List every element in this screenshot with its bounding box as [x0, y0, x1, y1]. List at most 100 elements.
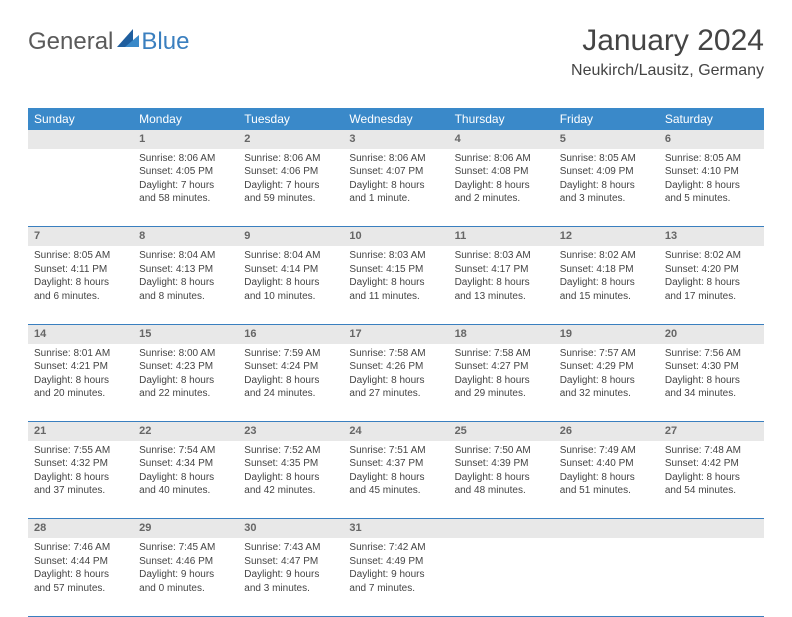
sunrise-text: Sunrise: 8:05 AM: [665, 152, 758, 166]
daylight-text: and 6 minutes.: [34, 290, 127, 304]
sunset-text: Sunset: 4:10 PM: [665, 165, 758, 179]
daylight-text: and 13 minutes.: [455, 290, 548, 304]
logo-text-general: General: [28, 28, 113, 56]
daylight-text: Daylight: 8 hours: [665, 374, 758, 388]
day-number: 27: [659, 422, 764, 441]
sunset-text: Sunset: 4:35 PM: [244, 457, 337, 471]
sunset-text: Sunset: 4:47 PM: [244, 555, 337, 569]
daylight-text: and 15 minutes.: [560, 290, 653, 304]
logo: General Blue: [28, 28, 189, 56]
week-number-row: 21222324252627: [28, 422, 764, 441]
daylight-text: and 57 minutes.: [34, 582, 127, 596]
week-number-row: 78910111213: [28, 227, 764, 246]
daylight-text: and 11 minutes.: [349, 290, 442, 304]
daylight-text: and 20 minutes.: [34, 387, 127, 401]
header: January 2024 Neukirch/Lausitz, Germany: [571, 24, 764, 80]
sunset-text: Sunset: 4:05 PM: [139, 165, 232, 179]
sunset-text: Sunset: 4:27 PM: [455, 360, 548, 374]
calendar-table: Sunday Monday Tuesday Wednesday Thursday…: [28, 108, 764, 617]
day-cell: Sunrise: 8:01 AMSunset: 4:21 PMDaylight:…: [28, 344, 133, 422]
day-cell: Sunrise: 8:03 AMSunset: 4:15 PMDaylight:…: [343, 246, 448, 324]
sunrise-text: Sunrise: 7:45 AM: [139, 541, 232, 555]
sunset-text: Sunset: 4:24 PM: [244, 360, 337, 374]
day-number: 20: [659, 324, 764, 343]
day-header-row: Sunday Monday Tuesday Wednesday Thursday…: [28, 108, 764, 130]
day-number: 12: [554, 227, 659, 246]
daylight-text: Daylight: 8 hours: [244, 471, 337, 485]
daylight-text: Daylight: 8 hours: [349, 179, 442, 193]
day-number: 19: [554, 324, 659, 343]
location-label: Neukirch/Lausitz, Germany: [571, 62, 764, 80]
day-cell: Sunrise: 7:56 AMSunset: 4:30 PMDaylight:…: [659, 344, 764, 422]
day-cell: Sunrise: 7:58 AMSunset: 4:27 PMDaylight:…: [449, 344, 554, 422]
day-cell: Sunrise: 7:59 AMSunset: 4:24 PMDaylight:…: [238, 344, 343, 422]
sunset-text: Sunset: 4:08 PM: [455, 165, 548, 179]
daylight-text: Daylight: 8 hours: [665, 179, 758, 193]
sunset-text: Sunset: 4:37 PM: [349, 457, 442, 471]
sunrise-text: Sunrise: 7:57 AM: [560, 347, 653, 361]
sunrise-text: Sunrise: 8:06 AM: [455, 152, 548, 166]
sunset-text: Sunset: 4:40 PM: [560, 457, 653, 471]
day-header: Friday: [554, 108, 659, 130]
daylight-text: and 34 minutes.: [665, 387, 758, 401]
daylight-text: Daylight: 8 hours: [455, 374, 548, 388]
day-header: Wednesday: [343, 108, 448, 130]
daylight-text: Daylight: 8 hours: [139, 374, 232, 388]
sunset-text: Sunset: 4:17 PM: [455, 263, 548, 277]
day-header: Sunday: [28, 108, 133, 130]
day-cell: Sunrise: 8:03 AMSunset: 4:17 PMDaylight:…: [449, 246, 554, 324]
week-content-row: Sunrise: 8:01 AMSunset: 4:21 PMDaylight:…: [28, 344, 764, 422]
daylight-text: and 32 minutes.: [560, 387, 653, 401]
sunrise-text: Sunrise: 7:51 AM: [349, 444, 442, 458]
day-cell: Sunrise: 8:04 AMSunset: 4:13 PMDaylight:…: [133, 246, 238, 324]
daylight-text: and 37 minutes.: [34, 484, 127, 498]
sunset-text: Sunset: 4:34 PM: [139, 457, 232, 471]
daylight-text: Daylight: 8 hours: [560, 374, 653, 388]
day-cell: Sunrise: 7:50 AMSunset: 4:39 PMDaylight:…: [449, 441, 554, 519]
daylight-text: Daylight: 8 hours: [34, 471, 127, 485]
daylight-text: and 10 minutes.: [244, 290, 337, 304]
day-cell: Sunrise: 7:48 AMSunset: 4:42 PMDaylight:…: [659, 441, 764, 519]
daylight-text: and 3 minutes.: [244, 582, 337, 596]
sunset-text: Sunset: 4:49 PM: [349, 555, 442, 569]
sunrise-text: Sunrise: 7:58 AM: [349, 347, 442, 361]
day-number: 9: [238, 227, 343, 246]
page-title: January 2024: [571, 24, 764, 58]
day-number: 2: [238, 130, 343, 149]
day-number: 17: [343, 324, 448, 343]
day-number: 26: [554, 422, 659, 441]
day-number: [449, 519, 554, 538]
daylight-text: and 40 minutes.: [139, 484, 232, 498]
day-number: 6: [659, 130, 764, 149]
sunset-text: Sunset: 4:23 PM: [139, 360, 232, 374]
day-header: Saturday: [659, 108, 764, 130]
sunset-text: Sunset: 4:07 PM: [349, 165, 442, 179]
day-cell: Sunrise: 7:52 AMSunset: 4:35 PMDaylight:…: [238, 441, 343, 519]
sunrise-text: Sunrise: 8:03 AM: [455, 249, 548, 263]
day-number: 14: [28, 324, 133, 343]
daylight-text: and 22 minutes.: [139, 387, 232, 401]
sunrise-text: Sunrise: 8:03 AM: [349, 249, 442, 263]
daylight-text: Daylight: 8 hours: [560, 179, 653, 193]
daylight-text: Daylight: 8 hours: [34, 568, 127, 582]
day-cell: Sunrise: 7:45 AMSunset: 4:46 PMDaylight:…: [133, 538, 238, 616]
week-content-row: Sunrise: 8:06 AM Sunset: 4:05 PM Daylight:…: [28, 149, 764, 227]
week-number-row: 123456: [28, 130, 764, 149]
day-cell: Sunrise: 8:06 AMSunset: 4:06 PMDaylight:…: [238, 149, 343, 227]
sunset-text: Sunset: 4:14 PM: [244, 263, 337, 277]
daylight-text: Daylight: 8 hours: [349, 471, 442, 485]
day-number: 31: [343, 519, 448, 538]
daylight-text: and 1 minute.: [349, 192, 442, 206]
sunrise-text: Sunrise: 7:55 AM: [34, 444, 127, 458]
daylight-text: and 58 minutes.: [139, 192, 232, 206]
day-cell: Sunrise: 7:42 AMSunset: 4:49 PMDaylight:…: [343, 538, 448, 616]
sunrise-text: Sunrise: 7:42 AM: [349, 541, 442, 555]
logo-text-blue: Blue: [141, 28, 189, 56]
day-number: 21: [28, 422, 133, 441]
daylight-text: and 2 minutes.: [455, 192, 548, 206]
day-cell: [659, 538, 764, 616]
day-number: 13: [659, 227, 764, 246]
day-cell: Sunrise: 8:06 AMSunset: 4:07 PMDaylight:…: [343, 149, 448, 227]
daylight-text: and 54 minutes.: [665, 484, 758, 498]
sunrise-text: Sunrise: 7:46 AM: [34, 541, 127, 555]
